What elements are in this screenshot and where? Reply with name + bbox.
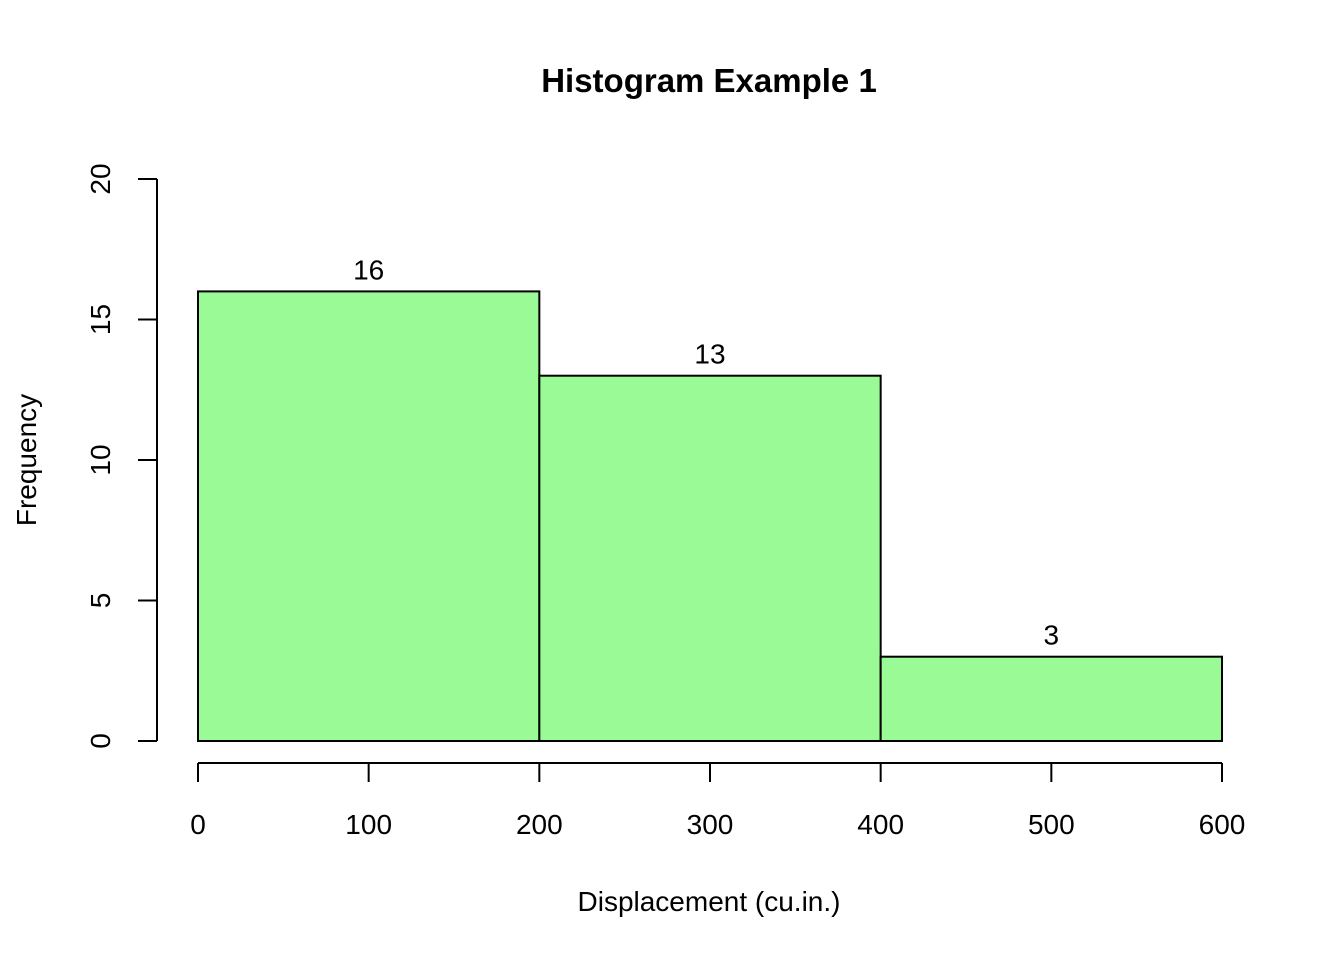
x-axis: 0 100 200 300 400 500 600: [190, 762, 1246, 840]
x-tick-label: 200: [516, 809, 563, 840]
x-tick-label: 500: [1028, 809, 1075, 840]
chart-title: Histogram Example 1: [541, 62, 877, 99]
x-tick-label: 400: [857, 809, 904, 840]
y-tick-label: 15: [85, 304, 116, 335]
y-tick-label: 20: [85, 163, 116, 194]
x-tick-label: 600: [1199, 809, 1246, 840]
bars-group: [197, 290, 1224, 743]
histogram-bar: [879, 655, 1224, 743]
y-tick-label: 10: [85, 444, 116, 475]
x-tick-label: 100: [345, 809, 392, 840]
bar-data-label: 16: [353, 254, 384, 285]
histogram-bar: [538, 374, 882, 742]
x-tick-label: 0: [190, 809, 206, 840]
histogram-bar: [197, 290, 541, 742]
bar-data-label: 13: [694, 339, 725, 370]
bar-data-label: 3: [1044, 620, 1060, 651]
data-labels-group: 16 13 3: [353, 254, 1059, 650]
x-axis-label: Displacement (cu.in.): [578, 886, 841, 917]
x-tick-label: 300: [687, 809, 734, 840]
y-tick-label: 0: [85, 733, 116, 749]
y-axis: 0 5 10 15 20: [85, 163, 158, 749]
y-tick-label: 5: [85, 593, 116, 609]
y-axis-label: Frequency: [11, 394, 42, 526]
